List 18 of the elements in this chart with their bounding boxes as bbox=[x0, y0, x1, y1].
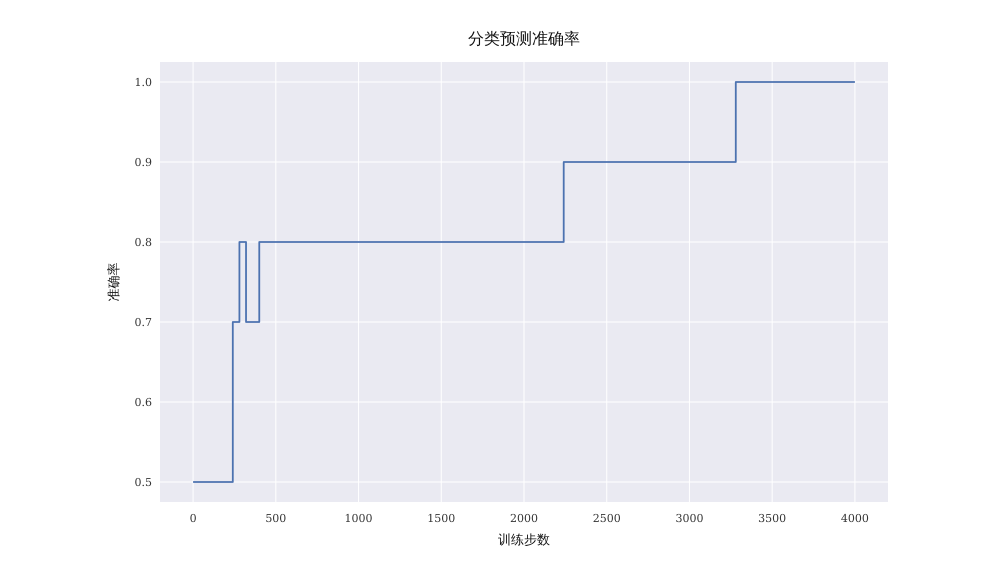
y-tick-label: 0.9 bbox=[134, 156, 152, 169]
y-tick-label: 0.8 bbox=[134, 236, 152, 249]
y-tick-label: 0.6 bbox=[134, 396, 152, 409]
y-tick-label: 1.0 bbox=[134, 76, 152, 89]
x-tick-label: 2000 bbox=[510, 512, 538, 525]
y-tick-label: 0.7 bbox=[134, 316, 152, 329]
x-tick-label: 4000 bbox=[840, 512, 869, 525]
x-tick-label: 0 bbox=[190, 512, 197, 525]
chart-title: 分类预测准确率 bbox=[468, 29, 580, 48]
x-tick-label: 2500 bbox=[592, 512, 621, 525]
x-tick-label: 3000 bbox=[675, 512, 704, 525]
x-tick-label: 3500 bbox=[758, 512, 786, 525]
y-axis-title: 准确率 bbox=[106, 262, 122, 302]
x-tick-label: 1500 bbox=[427, 512, 456, 525]
x-tick-label: 500 bbox=[265, 512, 286, 525]
x-axis-title: 训练步数 bbox=[498, 533, 550, 548]
x-tick-label: 1000 bbox=[344, 512, 373, 525]
y-tick-label: 0.5 bbox=[134, 476, 152, 489]
